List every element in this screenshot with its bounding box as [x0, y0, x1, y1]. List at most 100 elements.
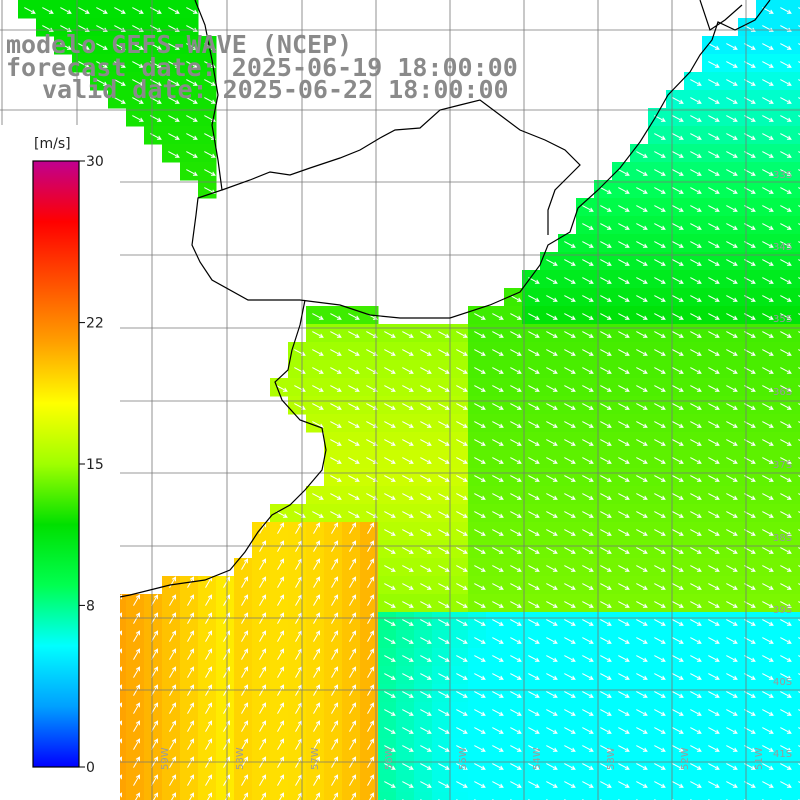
wind-arrow: [367, 738, 375, 750]
wind-arrow: [528, 655, 540, 662]
field-cell: [612, 792, 631, 800]
wind-arrow: [241, 684, 249, 696]
wind-arrow: [420, 475, 432, 482]
wind-arrow: [510, 313, 522, 320]
wind-arrow: [132, 43, 144, 50]
wind-arrow: [133, 648, 141, 660]
wind-arrow: [510, 619, 522, 626]
wind-arrow: [349, 540, 357, 552]
field-cell: [792, 738, 800, 757]
wind-arrow: [331, 648, 339, 660]
field-cell: [792, 54, 800, 73]
wind-arrow: [780, 43, 792, 50]
wind-arrow: [510, 601, 522, 608]
wind-arrow: [331, 540, 339, 552]
wind-arrow: [510, 637, 522, 644]
wind-arrow: [420, 655, 432, 662]
wind-arrow: [564, 403, 576, 410]
wind-arrow: [96, 79, 108, 86]
wind-arrow: [330, 493, 342, 500]
wind-arrow: [690, 97, 702, 104]
wind-arrow: [313, 576, 321, 588]
wind-arrow: [438, 529, 450, 536]
wind-arrow: [600, 277, 612, 284]
wind-arrow: [618, 601, 630, 608]
wind-arrow: [369, 792, 375, 800]
field-cell: [198, 792, 217, 800]
wind-arrow: [331, 738, 339, 750]
wind-arrow: [564, 547, 576, 554]
wind-arrow: [420, 601, 432, 608]
field-cell: [792, 108, 800, 127]
wind-arrow: [474, 439, 486, 446]
field-cell: [792, 270, 800, 289]
wind-arrow: [349, 594, 357, 606]
wind-arrow: [474, 673, 486, 680]
field-cell: [540, 792, 559, 800]
wind-arrow: [474, 547, 486, 554]
wind-arrow: [420, 331, 432, 338]
wind-arrow: [169, 702, 177, 714]
wind-arrow: [780, 547, 792, 554]
wind-arrow: [636, 727, 648, 734]
wind-arrow: [600, 295, 612, 302]
wind-arrow: [114, 97, 126, 104]
wind-arrow: [456, 403, 468, 410]
wind-arrow: [618, 565, 630, 572]
wind-arrow: [672, 169, 684, 176]
wind-arrow: [762, 133, 774, 140]
wind-arrow: [762, 295, 774, 302]
wind-arrow: [654, 583, 666, 590]
wind-arrow: [313, 594, 321, 606]
wind-arrow: [762, 727, 774, 734]
wind-arrow: [366, 331, 378, 338]
wind-arrow: [762, 475, 774, 482]
wind-arrow: [241, 558, 249, 570]
wind-arrow: [636, 637, 648, 644]
wind-arrow: [618, 367, 630, 374]
wind-arrow: [654, 709, 666, 716]
wind-arrow: [241, 756, 249, 768]
wind-arrow: [726, 619, 738, 626]
wind-arrow: [780, 97, 792, 104]
wind-arrow: [654, 205, 666, 212]
field-cell: [792, 144, 800, 163]
wind-arrow: [708, 151, 720, 158]
wind-arrow: [672, 259, 684, 266]
wind-arrow: [510, 403, 522, 410]
wind-arrow: [169, 720, 177, 732]
field-cell: [792, 36, 800, 55]
wind-arrow: [762, 115, 774, 122]
wind-arrow: [259, 738, 267, 750]
field-cell: [468, 792, 487, 800]
wind-arrow: [367, 630, 375, 642]
wind-arrow: [510, 349, 522, 356]
wind-arrow: [636, 691, 648, 698]
wind-arrow: [672, 133, 684, 140]
wind-arrow: [492, 601, 504, 608]
wind-arrow: [205, 666, 213, 678]
wind-arrow: [402, 745, 414, 752]
wind-arrow: [582, 655, 594, 662]
wind-arrow: [708, 601, 720, 608]
wind-arrow: [582, 583, 594, 590]
wind-arrow: [618, 655, 630, 662]
wind-arrow: [690, 709, 702, 716]
wind-arrow: [205, 774, 213, 786]
wind-arrow: [762, 241, 774, 248]
wind-arrow: [618, 259, 630, 266]
wind-arrow: [420, 457, 432, 464]
wind-arrow: [438, 511, 450, 518]
wind-arrow: [384, 601, 396, 608]
wind-arrow: [402, 493, 414, 500]
wind-arrow: [654, 745, 666, 752]
wind-arrow: [510, 655, 522, 662]
wind-arrow: [295, 648, 303, 660]
wind-arrow: [259, 756, 267, 768]
wind-arrow: [762, 583, 774, 590]
wind-arrow: [60, 43, 72, 50]
wind-arrow: [133, 702, 141, 714]
wind-arrow: [654, 763, 666, 770]
wind-arrow: [672, 475, 684, 482]
field-cell: [522, 792, 541, 800]
